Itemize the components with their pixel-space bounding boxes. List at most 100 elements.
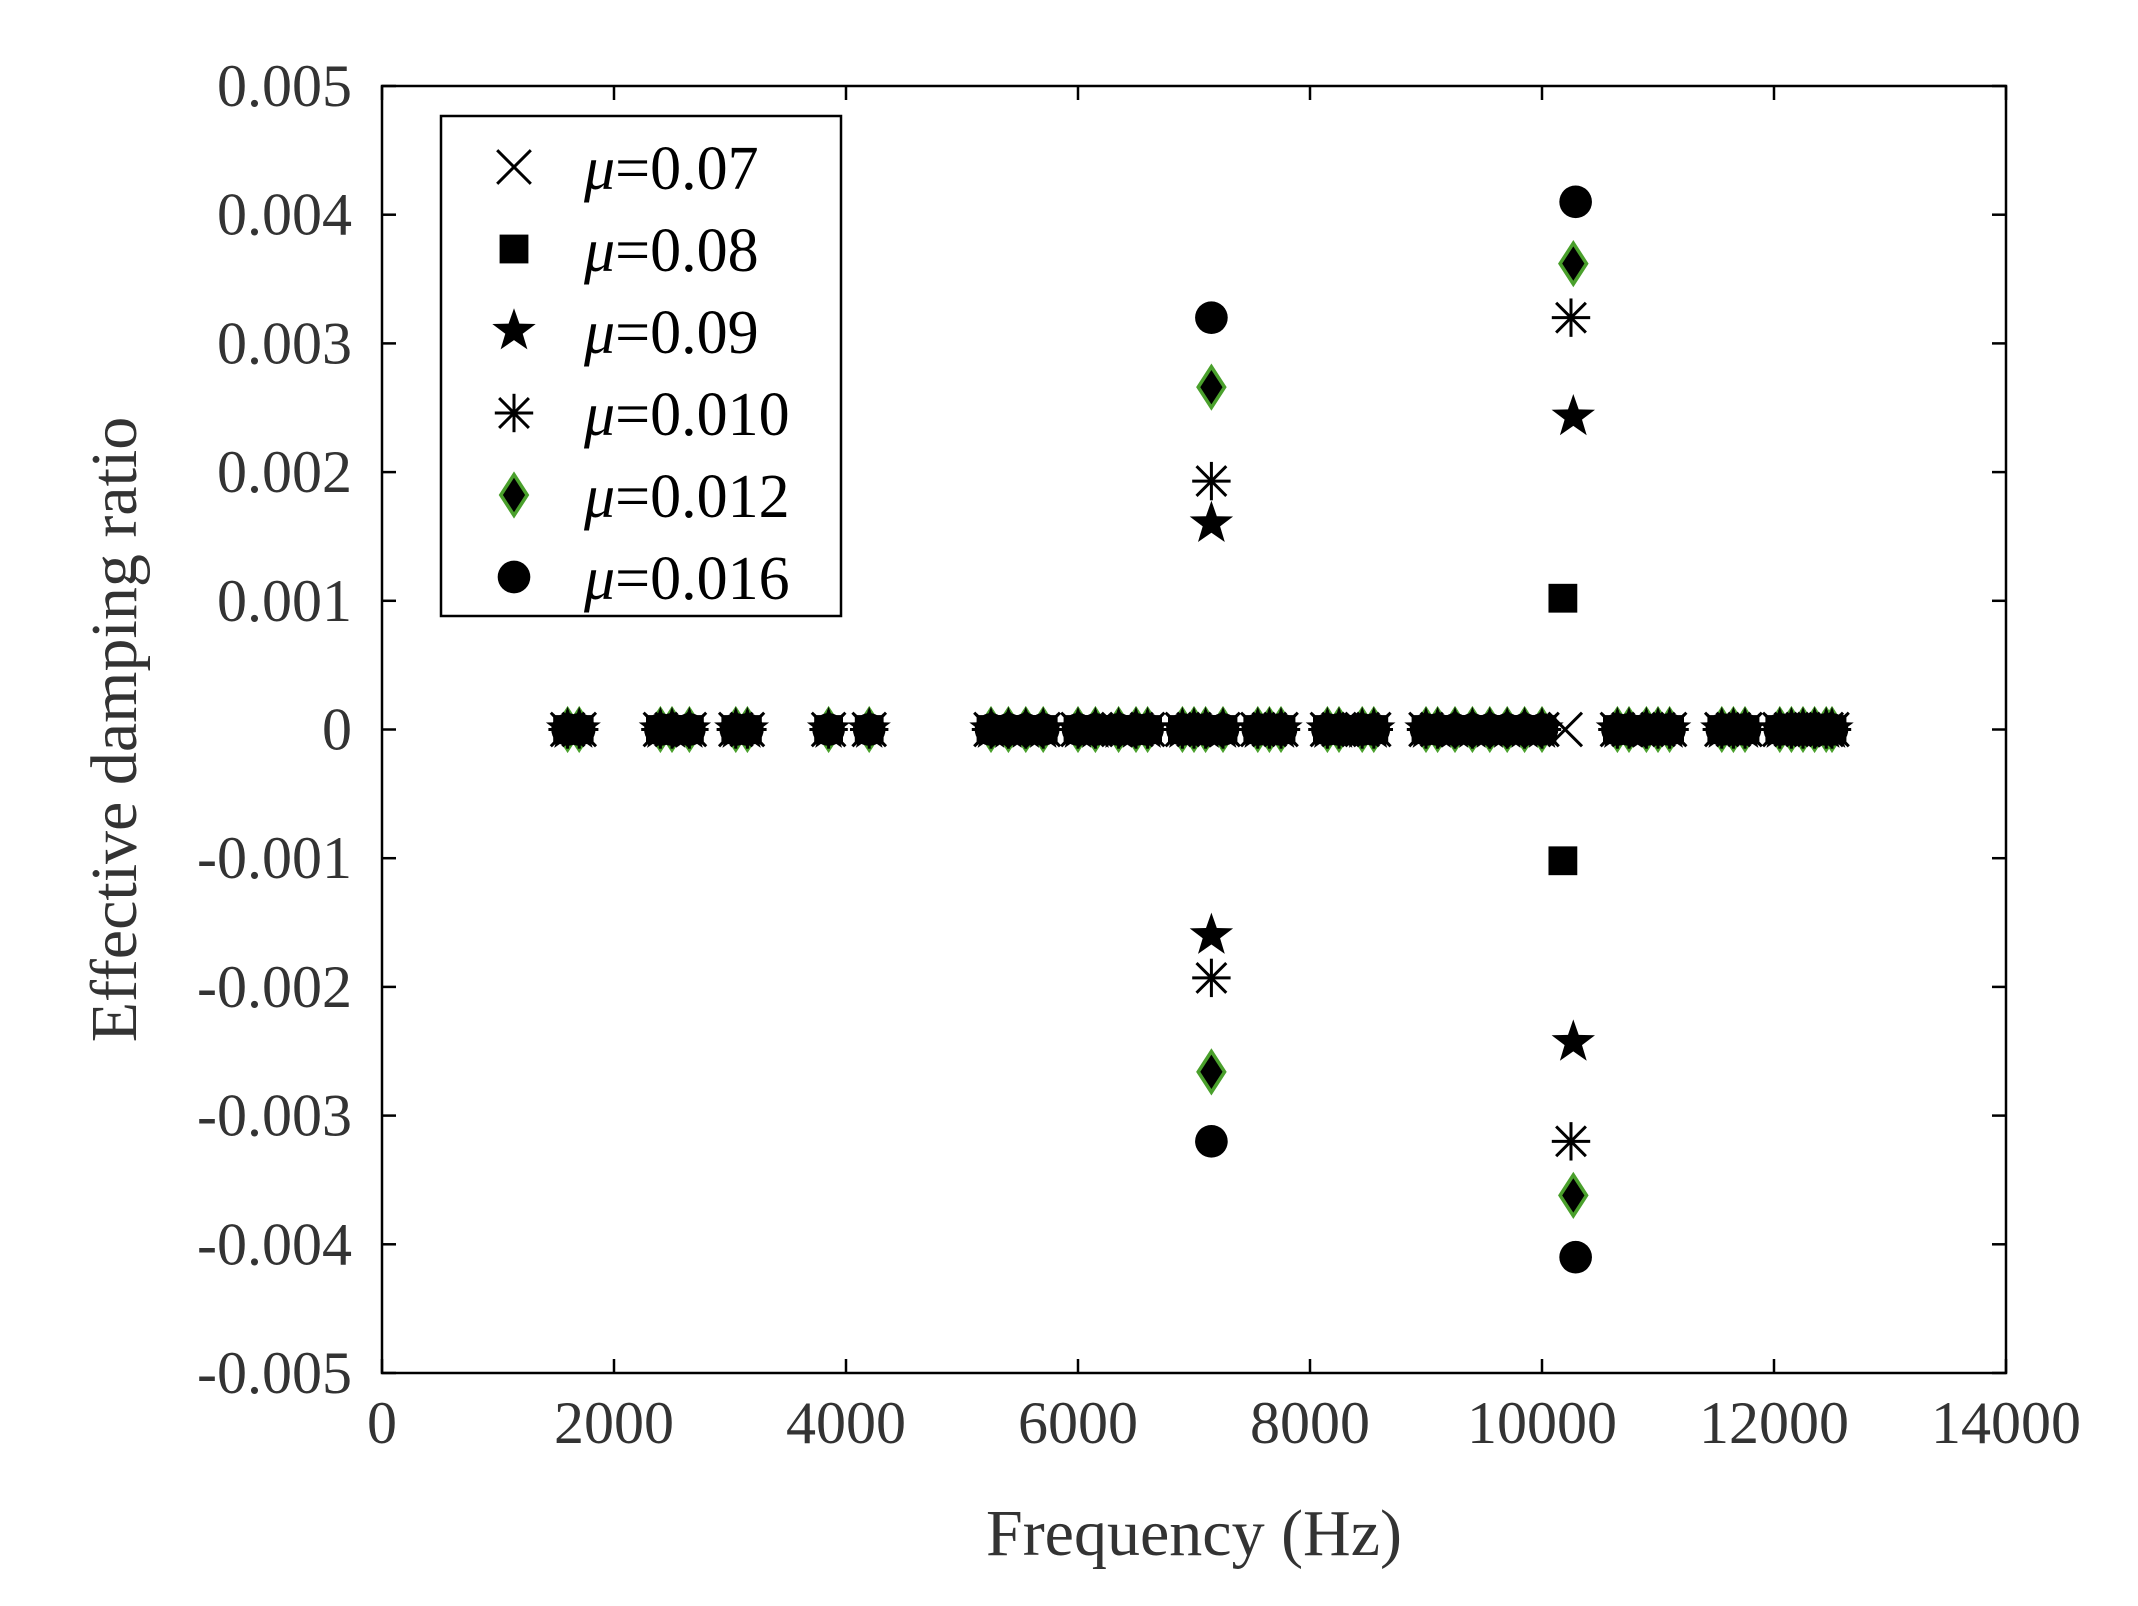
data-point — [1192, 461, 1231, 501]
y-tick-label: -0.005 — [197, 1340, 352, 1406]
data-point — [1251, 711, 1288, 748]
x-tick-label: 8000 — [1250, 1390, 1370, 1456]
x-tick-label: 4000 — [786, 1390, 906, 1456]
legend-label: μ=0.016 — [583, 545, 790, 613]
data-point — [1551, 1019, 1595, 1061]
x-tick-label: 0 — [367, 1390, 397, 1456]
data-point — [1025, 711, 1062, 748]
data-point — [1454, 711, 1491, 748]
y-tick-label: 0.002 — [217, 439, 352, 505]
data-point — [1196, 363, 1227, 411]
data-point — [1727, 711, 1763, 748]
legend-item: μ=0.016 — [497, 545, 790, 613]
data-marks — [545, 185, 1854, 1274]
legend-marker — [492, 308, 536, 350]
legend-item: μ=0.012 — [498, 463, 790, 531]
data-point — [1547, 711, 1584, 748]
data-point — [1195, 1125, 1228, 1158]
legend-item: μ=0.08 — [499, 217, 759, 285]
data-point — [1551, 298, 1591, 337]
legend-item: μ=0.09 — [492, 299, 759, 367]
data-point — [1548, 846, 1578, 876]
data-point — [1489, 711, 1526, 748]
data-point — [1195, 301, 1228, 334]
legend: μ=0.07 μ=0.08 μ=0.09 μ=0.010 μ=0.012 μ=0.016 — [439, 114, 843, 618]
data-point — [1189, 912, 1234, 954]
legend-marker — [496, 149, 532, 185]
data-point — [1205, 711, 1241, 748]
data-point — [1344, 711, 1381, 748]
data-point — [1506, 711, 1543, 748]
y-tick-label: 0.003 — [217, 310, 352, 376]
x-tick-label: 2000 — [554, 1390, 674, 1456]
data-point — [1471, 711, 1508, 748]
data-point — [810, 711, 847, 748]
legend-item: μ=0.07 — [496, 135, 759, 203]
data-point — [1437, 711, 1473, 748]
x-tick-label: 14000 — [1931, 1390, 2081, 1456]
data-point — [1176, 711, 1212, 748]
data-point — [1129, 711, 1166, 748]
legend-marker — [499, 234, 529, 264]
data-point — [1651, 711, 1688, 748]
data-point — [1715, 711, 1752, 748]
data-point — [729, 711, 766, 748]
data-point — [717, 711, 754, 748]
x-tick-label: 12000 — [1699, 1390, 1849, 1456]
data-point — [1309, 711, 1346, 748]
y-tick-label: 0.001 — [217, 568, 352, 634]
data-point — [1551, 394, 1595, 436]
x-tick-label: 6000 — [1018, 1390, 1138, 1456]
data-point — [1558, 1171, 1589, 1220]
data-point — [1548, 583, 1578, 613]
legend-label: μ=0.012 — [583, 463, 790, 531]
y-tick-label: 0.004 — [217, 182, 352, 248]
y-tick-label: -0.002 — [197, 954, 352, 1020]
data-point — [1814, 711, 1850, 748]
data-point — [1263, 711, 1299, 748]
data-point — [1559, 1240, 1592, 1274]
legend-marker — [498, 471, 530, 519]
legend-marker — [497, 560, 531, 594]
data-point — [654, 711, 690, 748]
data-point — [990, 711, 1027, 748]
legend-label: μ=0.07 — [583, 135, 759, 203]
y-axis-label: Effective damping ratio — [78, 417, 151, 1043]
data-point — [1419, 711, 1456, 748]
data-point — [973, 711, 1009, 748]
data-point — [1551, 1122, 1591, 1161]
legend-label: μ=0.09 — [583, 299, 759, 367]
data-point — [1558, 239, 1589, 288]
legend-box — [439, 114, 843, 618]
data-point — [642, 711, 679, 748]
legend-marker — [494, 393, 534, 433]
data-point — [1408, 711, 1444, 748]
data-point — [1187, 711, 1224, 748]
y-tick-label: -0.003 — [197, 1083, 352, 1149]
y-tick-label: -0.001 — [197, 825, 352, 891]
data-point — [1611, 711, 1647, 748]
data-point — [1355, 711, 1392, 748]
x-axis: 0 2000 4000 6000 8000 10000 12000 14000 — [367, 86, 2081, 1456]
y-tick-label: -0.004 — [197, 1211, 352, 1277]
data-point — [1796, 711, 1833, 748]
data-point — [1599, 711, 1636, 748]
legend-item: μ=0.010 — [494, 381, 790, 449]
y-tick-label: 0 — [322, 697, 352, 763]
data-point — [851, 711, 888, 748]
data-point — [1100, 711, 1137, 748]
data-point — [1007, 711, 1044, 748]
data-point — [1640, 711, 1676, 748]
legend-label: μ=0.010 — [583, 381, 790, 449]
legend-label: μ=0.08 — [583, 217, 759, 285]
data-point — [671, 711, 708, 748]
y-tick-label: 0.005 — [217, 53, 352, 119]
data-point — [1192, 958, 1231, 998]
x-tick-label: 10000 — [1467, 1390, 1617, 1456]
data-point — [1118, 711, 1154, 748]
data-point — [1808, 711, 1845, 748]
data-point — [1196, 1048, 1227, 1096]
data-point — [1189, 500, 1234, 542]
